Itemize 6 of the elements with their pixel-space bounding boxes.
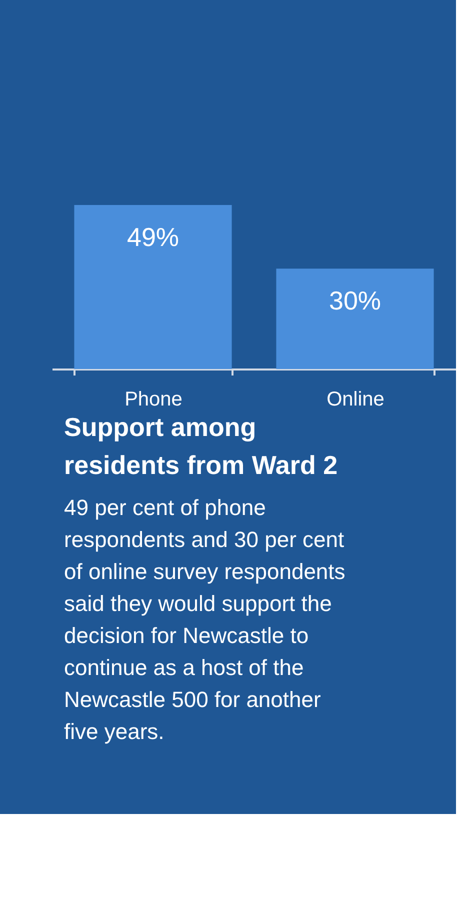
x-tick-label: Online: [326, 388, 384, 410]
data-label: 30%: [328, 286, 382, 316]
data-label: 49%: [126, 222, 180, 252]
text: 49 per cent of phone respondents and 30 per cent of online survey respondents said they would support the decision for Newcastle to continue as a host of the Newcastle 500 for another five years.: [64, 495, 346, 744]
text: Support among residents from Ward 2: [64, 412, 338, 480]
x-tick-label: Phone: [124, 388, 182, 410]
